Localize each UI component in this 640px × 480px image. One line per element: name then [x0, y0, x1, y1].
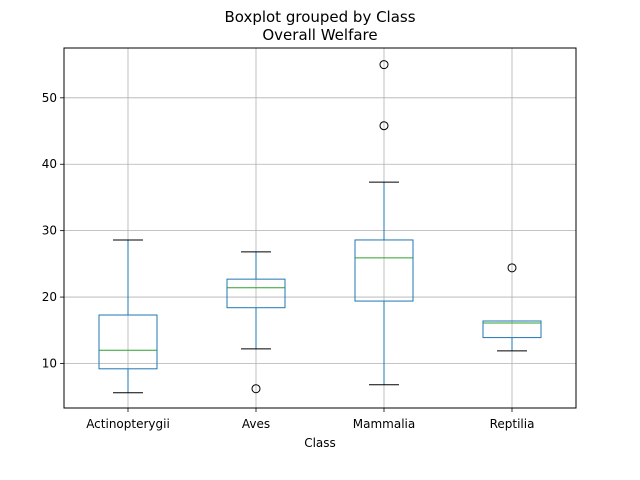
outlier-point [507, 263, 517, 273]
grid-layer [64, 48, 576, 408]
x-tick-label: Reptilia [490, 417, 535, 431]
y-tick-label: 40 [42, 157, 57, 171]
iqr-box [354, 239, 414, 302]
x-axis-label: Class [304, 436, 336, 450]
box-group-actinopterygii [98, 239, 158, 394]
ticks-layer: 10 20 30 40 50 Actinopterygii Aves Mammalia Rept… [42, 91, 535, 431]
box-group-reptilia [482, 263, 542, 352]
iqr-box [226, 278, 286, 309]
iqr-box [482, 320, 542, 339]
x-tick-label: Aves [242, 417, 270, 431]
y-tick-label: 30 [42, 224, 57, 238]
plot-frame [63, 47, 577, 409]
x-tick-label: Actinopterygii [86, 417, 170, 431]
chart-title: Boxplot grouped by Class [224, 8, 415, 26]
box-group-mammalia [354, 60, 414, 386]
y-tick-label: 10 [42, 356, 57, 370]
iqr-box [98, 314, 158, 370]
outlier-point [379, 121, 389, 131]
y-tick-label: 50 [42, 91, 57, 105]
outlier-point [379, 60, 389, 70]
y-tick-label: 20 [42, 290, 57, 304]
marks-layer [98, 60, 542, 394]
chart-subtitle: Overall Welfare [262, 26, 377, 44]
x-tick-label: Mammalia [353, 417, 415, 431]
box-group-aves [226, 251, 286, 394]
outlier-point [251, 384, 261, 394]
